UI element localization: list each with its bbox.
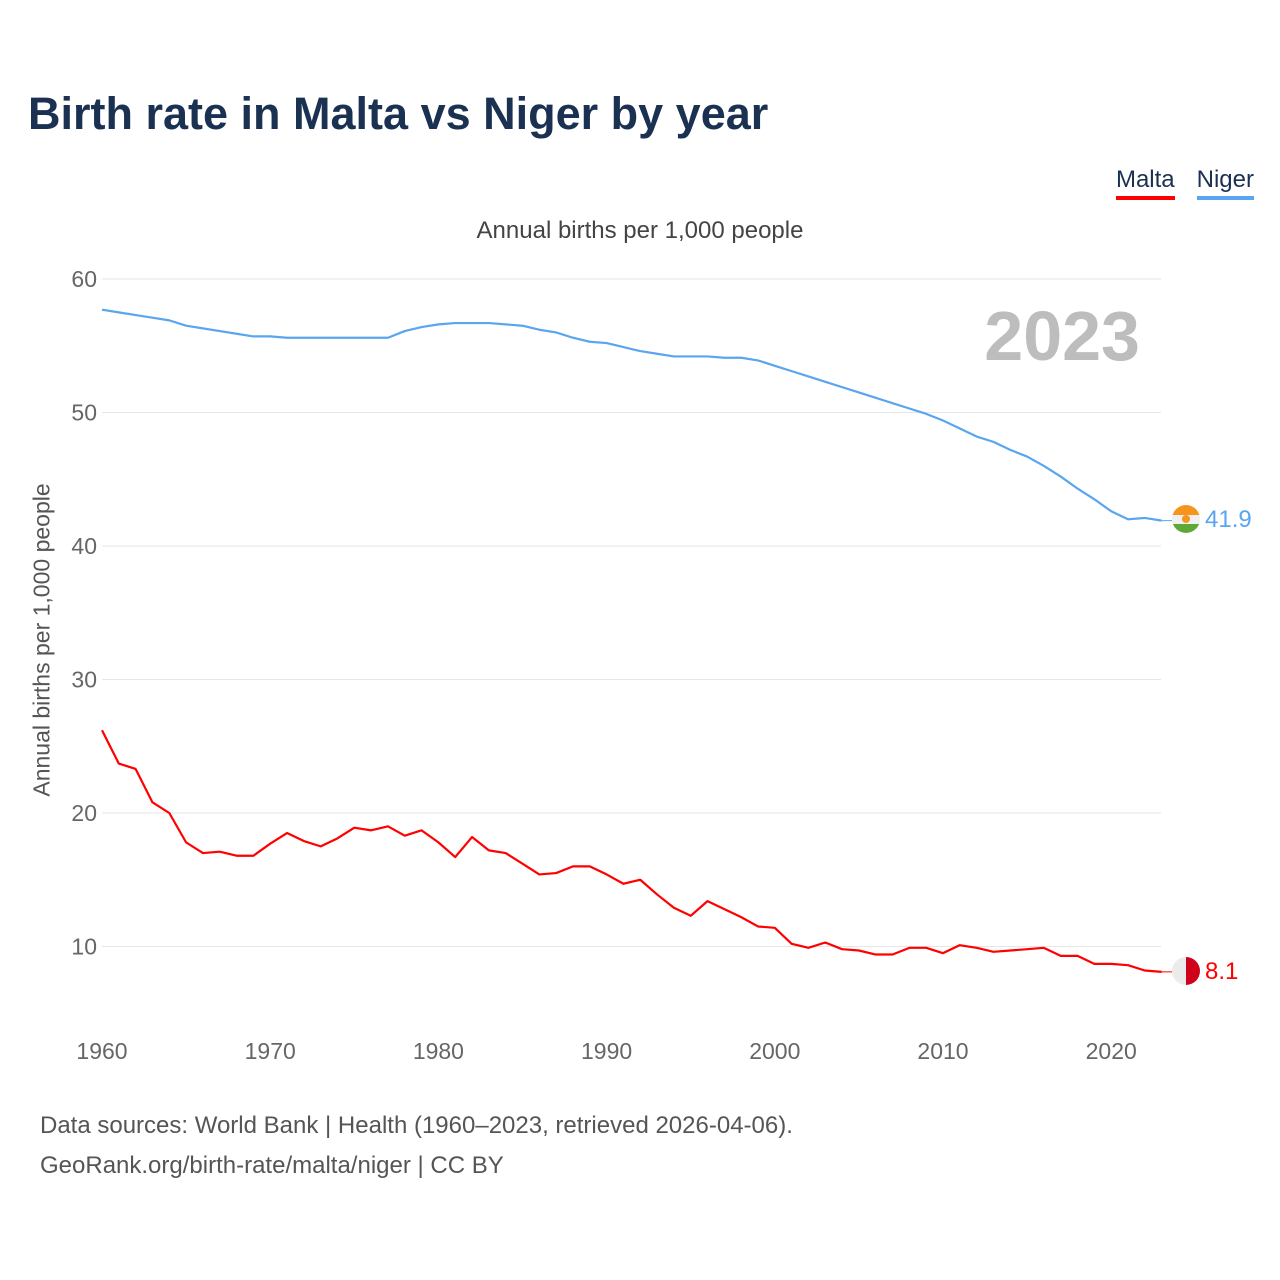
niger-flag-icon	[1172, 505, 1200, 533]
y-tick-label: 40	[71, 533, 97, 559]
x-tick-label: 2010	[917, 1038, 968, 1064]
x-tick-label: 2000	[749, 1038, 800, 1064]
x-tick-label: 2020	[1086, 1038, 1137, 1064]
x-tick-label: 1970	[245, 1038, 296, 1064]
chart-title: Birth rate in Malta vs Niger by year	[28, 88, 769, 139]
chart-subtitle: Annual births per 1,000 people	[476, 217, 804, 244]
legend-item-niger[interactable]: Niger	[1196, 166, 1254, 200]
legend-item-malta[interactable]: Malta	[1115, 166, 1175, 200]
niger-end-label: 41.9	[1205, 506, 1252, 533]
series-line-niger	[101, 308, 1162, 522]
source-line-2[interactable]: GeoRank.org/birth-rate/malta/niger | CC …	[40, 1152, 504, 1179]
y-tick-label: 50	[71, 400, 97, 426]
x-tick-label: 1990	[581, 1038, 632, 1064]
malta-end-label: 8.1	[1205, 958, 1238, 985]
y-tick-label: 60	[71, 266, 97, 292]
year-label: 2023	[984, 297, 1140, 375]
y-tick-label: 10	[71, 934, 97, 960]
source-line-1: Data sources: World Bank | Health (1960–…	[40, 1112, 793, 1139]
x-tick-label: 1960	[76, 1038, 127, 1064]
x-tick-label: 1980	[413, 1038, 464, 1064]
y-tick-label: 30	[71, 667, 97, 693]
legend: Malta Niger	[1115, 166, 1254, 200]
series-line-malta	[101, 729, 1162, 973]
y-tick-label: 20	[71, 800, 97, 826]
source-note: Data sources: World Bank | Health (1960–…	[40, 1106, 793, 1186]
malta-flag-icon	[1172, 957, 1200, 985]
